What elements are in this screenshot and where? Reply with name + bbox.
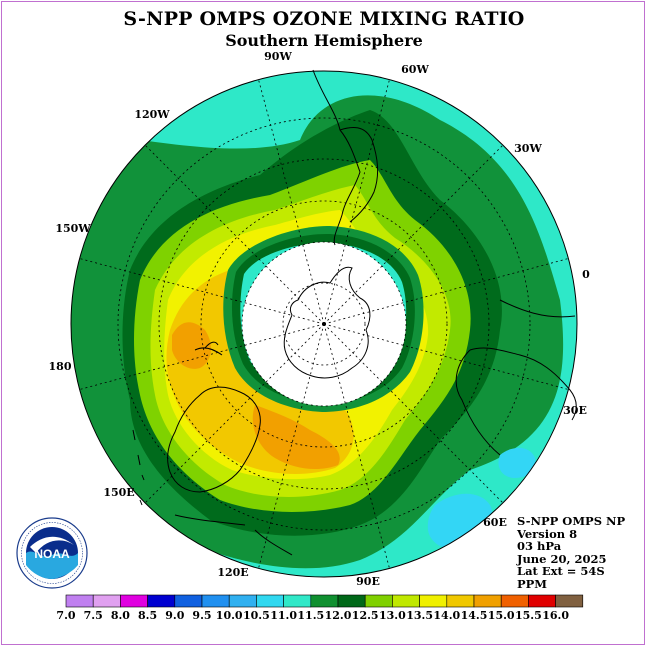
colorbar-swatch bbox=[92, 594, 121, 608]
graticule bbox=[79, 79, 569, 569]
colorbar-swatch bbox=[201, 594, 230, 608]
colorbar-swatch bbox=[364, 594, 393, 608]
africa-coastline bbox=[455, 299, 577, 456]
figure-subtitle: Southern Hemisphere bbox=[225, 31, 423, 50]
colorbar-swatch bbox=[174, 594, 203, 608]
colorbar-swatch bbox=[283, 594, 312, 608]
meridian-line bbox=[323, 323, 504, 504]
meridian-line bbox=[258, 79, 325, 325]
meridian-line bbox=[323, 258, 569, 325]
colorbar-swatch bbox=[120, 594, 148, 608]
colorbar-labels: 7.0 7.5 8.0 8.5 9.0 9.5 10.0 10.5 11.0 11.5 12.0 12… bbox=[56, 609, 569, 622]
longitude-label: 30E bbox=[563, 404, 587, 417]
noaa-logo-text: NOAA bbox=[34, 547, 70, 561]
latitude-circle bbox=[282, 282, 366, 366]
colorbar-tick-label: 12.0 bbox=[325, 609, 352, 622]
longitude-label: 120E bbox=[217, 566, 248, 579]
latitude-circle bbox=[200, 200, 448, 448]
colorbar-swatch bbox=[256, 594, 284, 608]
info-units: PPM bbox=[517, 576, 548, 591]
map-boundary bbox=[70, 70, 578, 578]
ozone-band-14-5 bbox=[252, 405, 340, 470]
info-pressure-level: 03 hPa bbox=[517, 539, 562, 554]
colorbar-tick-label: 10.0 bbox=[216, 609, 243, 622]
longitude-label: 30W bbox=[514, 142, 542, 155]
colorbar-tick-label: 14.5 bbox=[461, 609, 488, 622]
colorbar-swatch bbox=[310, 594, 339, 608]
colorbar-swatch bbox=[555, 594, 584, 608]
coastlines bbox=[132, 69, 577, 556]
info-version: Version 8 bbox=[517, 526, 578, 541]
colorbar-tick-label: 11.0 bbox=[270, 609, 297, 622]
colorbar-swatch bbox=[337, 594, 366, 608]
antarctica-coastline bbox=[283, 266, 371, 379]
longitude-labels: 90W 60W 30W 0 30E 60E 90E 120E 150E 180 150W 120W bbox=[49, 50, 591, 588]
longitude-label: 0 bbox=[582, 268, 590, 281]
noaa-logo: NOAA bbox=[16, 517, 88, 589]
ozone-field bbox=[71, 71, 577, 577]
south-america-coastline bbox=[312, 69, 379, 246]
colorbar-swatch bbox=[392, 594, 420, 608]
longitude-label: 150E bbox=[103, 486, 134, 499]
meridian-line bbox=[258, 323, 325, 569]
meridian-line bbox=[323, 79, 390, 325]
meridian-line bbox=[323, 144, 504, 325]
colorbar-tick-label: 16.0 bbox=[542, 609, 569, 622]
latitude-circle bbox=[241, 241, 407, 407]
info-panel: S-NPP OMPS NP Version 8 03 hPa June 20, … bbox=[517, 515, 625, 591]
info-instrument: S-NPP OMPS NP bbox=[517, 514, 626, 528]
colorbar-tick-label: 14.0 bbox=[433, 609, 460, 622]
meridian-line bbox=[323, 323, 390, 569]
colorbar-swatch bbox=[228, 594, 257, 608]
latitude-circle bbox=[117, 117, 531, 531]
meridian-line bbox=[79, 323, 325, 390]
info-lat-extent: Lat Ext = 54S bbox=[517, 564, 605, 579]
colorbar-tick-label: 8.0 bbox=[111, 609, 130, 622]
south-pole-marker bbox=[322, 322, 326, 326]
longitude-label: 90W bbox=[264, 50, 292, 63]
colorbar-tick-label: 13.0 bbox=[379, 609, 406, 622]
australia-coastline bbox=[167, 386, 261, 493]
colorbar-tick-label: 9.5 bbox=[192, 609, 211, 622]
colorbar-tick-label: 12.5 bbox=[352, 609, 379, 622]
colorbar-tick-label: 13.5 bbox=[406, 609, 433, 622]
pacific-islands bbox=[132, 429, 145, 506]
colorbar-swatch bbox=[65, 594, 94, 608]
colorbar-tick-label: 15.0 bbox=[488, 609, 515, 622]
colorbar-tick-label: 9.0 bbox=[165, 609, 184, 622]
colorbar-tick-label: 7.5 bbox=[84, 609, 103, 622]
longitude-label: 60E bbox=[483, 516, 507, 529]
longitude-label: 60W bbox=[401, 63, 429, 76]
colorbar-swatch bbox=[446, 594, 475, 608]
colorbar-swatch bbox=[147, 594, 176, 608]
colorbar-tick-label: 10.5 bbox=[243, 609, 270, 622]
meridian-line bbox=[79, 258, 325, 325]
ozone-band-10-5 bbox=[498, 447, 536, 478]
figure-title: S-NPP OMPS OZONE MIXING RATIO bbox=[123, 8, 525, 30]
colorbar-boxes bbox=[65, 594, 584, 608]
longitude-label: 120W bbox=[134, 108, 170, 121]
meridian-line bbox=[323, 323, 569, 390]
indonesia-coastline bbox=[174, 514, 293, 556]
info-date: June 20, 2025 bbox=[517, 551, 607, 566]
latitude-circle bbox=[158, 158, 490, 490]
colorbar-swatch bbox=[528, 594, 556, 608]
meridian-line bbox=[144, 323, 325, 504]
longitude-label: 180 bbox=[49, 360, 72, 373]
colorbar-tick-label: 7.0 bbox=[56, 609, 75, 622]
longitude-label: 90E bbox=[356, 575, 380, 588]
colorbar-swatch bbox=[473, 594, 502, 608]
colorbar-tick-label: 15.5 bbox=[515, 609, 542, 622]
colorbar-swatch bbox=[500, 594, 529, 608]
new-zealand-coastline bbox=[194, 341, 223, 356]
longitude-label: 150W bbox=[55, 222, 91, 235]
colorbar-tick-label: 8.5 bbox=[138, 609, 157, 622]
colorbar-swatch bbox=[419, 594, 448, 608]
colorbar-tick-label: 11.5 bbox=[297, 609, 324, 622]
meridian-line bbox=[144, 144, 325, 325]
